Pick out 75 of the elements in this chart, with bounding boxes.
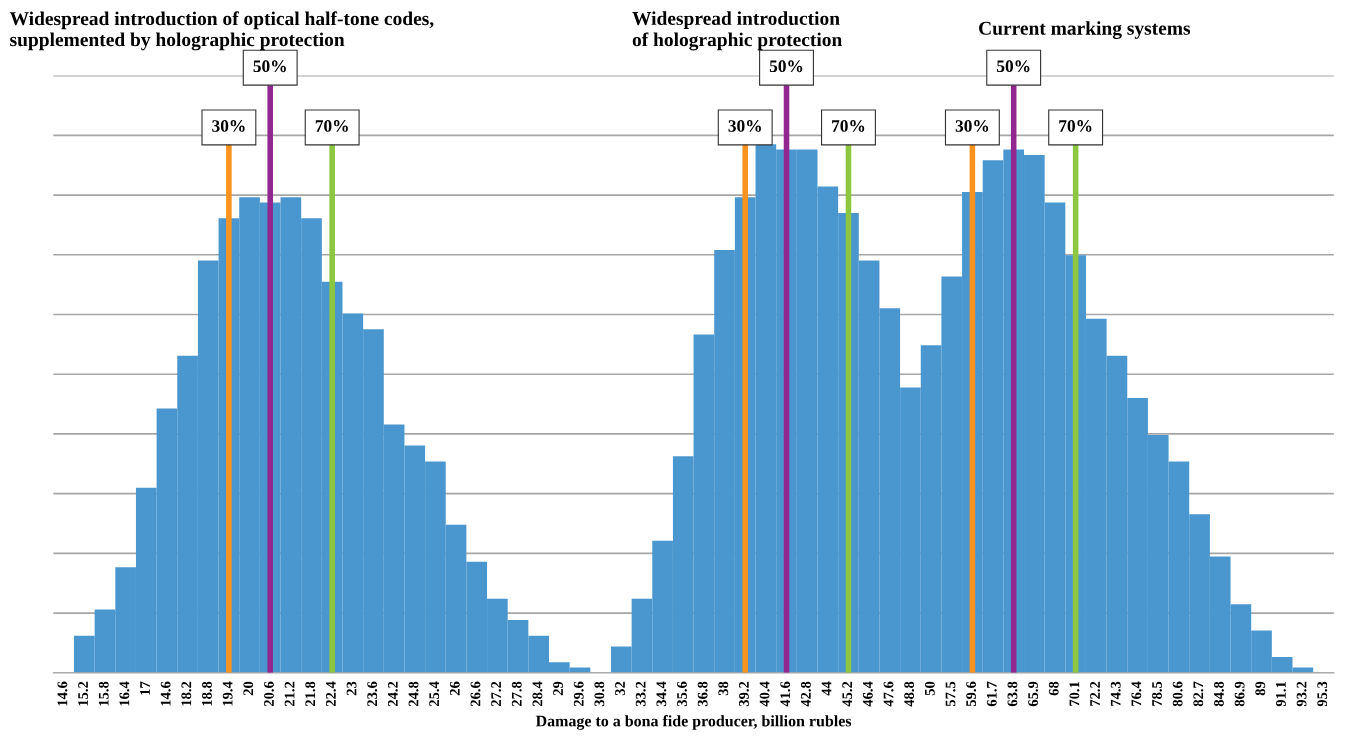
x-tick-label: 28.4 [532,681,543,707]
x-tick-label: 32 [615,681,625,696]
x-tick-label: 23 [346,681,357,696]
text: Current marking systems [979,21,1191,39]
x-tick-label: 26 [449,681,460,696]
x-tick-label: 38 [718,681,729,696]
x-tick-label: 42.8 [800,681,811,707]
x-tick-label: 27.8 [511,681,522,707]
x-tick-label: 70.1 [1069,681,1080,706]
x-tick-label: 80.6 [1172,681,1183,707]
ref-line-label: 50% [997,60,1030,73]
x-tick-label: 61.7 [986,681,997,707]
x-tick-label: 44 [821,681,832,696]
x-tick-label: 22.4 [326,681,336,707]
x-tick-label: 95.3 [1317,681,1328,707]
x-tick-label: 23.6 [367,681,378,707]
x-tick-label: 40.4 [759,681,770,707]
x-tick-label: 26.6 [470,681,481,707]
x-tick-label: 33.2 [635,681,646,707]
x-tick-label: 14.6 [57,681,68,706]
x-tick-label: 34.4 [656,681,667,707]
x-tick-label: 27.2 [491,681,502,707]
ref-line-label: 50% [769,60,803,73]
x-tick-label: 84.8 [1214,681,1224,707]
x-tick-label: 82.7 [1193,681,1204,707]
x-tick-label: 68 [1048,681,1059,696]
text: Widespread introduction of optical half-tone codes, supplemented by holographic protection [9,11,434,51]
x-tick-label: 57.5 [945,681,956,707]
ref-line-label: 30% [728,120,761,132]
x-tick-label: 20.6 [264,681,274,707]
x-tick-label: 91.1 [1276,681,1286,707]
x-tick-label: 65.9 [1028,681,1039,707]
ref-line-label: 70% [315,120,348,132]
x-tick-label: 35.6 [677,681,687,707]
x-tick-label: 46.4 [862,681,873,707]
ref-line-label: 50% [253,60,286,73]
x-tick-label: 72.2 [1090,681,1101,706]
ref-line-label: 30% [212,120,245,132]
x-tick-label: 15.8 [98,681,109,706]
x-tick-label: 74.3 [1110,681,1121,706]
text: Widespread introduction of holographic protection [632,11,843,51]
x-tick-label: 89 [1255,681,1266,696]
ref-line-label: 30% [955,120,989,132]
x-tick-label: 24.8 [408,681,419,707]
x-tick-label: 47.6 [883,681,894,707]
x-tick-label: 78.5 [1152,681,1162,706]
x-tick-label: 93.2 [1296,681,1307,707]
x-tick-label: 15.2 [78,681,89,706]
x-tick-label: 24.2 [387,681,398,707]
x-tick-label: 17 [140,681,150,695]
x-tick-label: 14.6 [160,681,171,706]
x-tick-label: 45.2 [842,681,853,707]
x-tick-label: 30.8 [594,681,605,707]
x-tick-label: 25.4 [429,681,440,707]
x-tick-label: 18.8 [202,681,212,706]
ref-line-label: 70% [1059,120,1092,132]
x-tick-label: 29.6 [573,681,584,707]
x-tick-label: 21.8 [305,681,316,707]
x-tick-label: 41.6 [780,681,791,707]
x-tick-label: 63.8 [1007,681,1018,707]
x-tick-label: 59.6 [966,681,977,707]
x-axis-title: Damage to a bona fide producer, billion rubles [535,715,852,730]
x-tick-label: 18.2 [181,681,192,706]
x-tick-label: 76.4 [1131,681,1142,706]
x-tick-label: 20 [243,681,254,696]
x-tick-label: 19.4 [222,681,233,706]
x-tick-label: 36.8 [697,681,708,707]
x-tick-label: 39.2 [739,681,749,707]
x-tick-label: 21.2 [284,681,295,707]
x-tick-label: 29 [553,681,563,696]
x-tick-label: 16.4 [119,681,130,706]
x-tick-label: 50 [924,681,935,696]
x-tick-label: 86.9 [1234,681,1245,707]
x-tick-label: 48.8 [904,681,915,707]
ref-line-label: 70% [832,120,865,132]
